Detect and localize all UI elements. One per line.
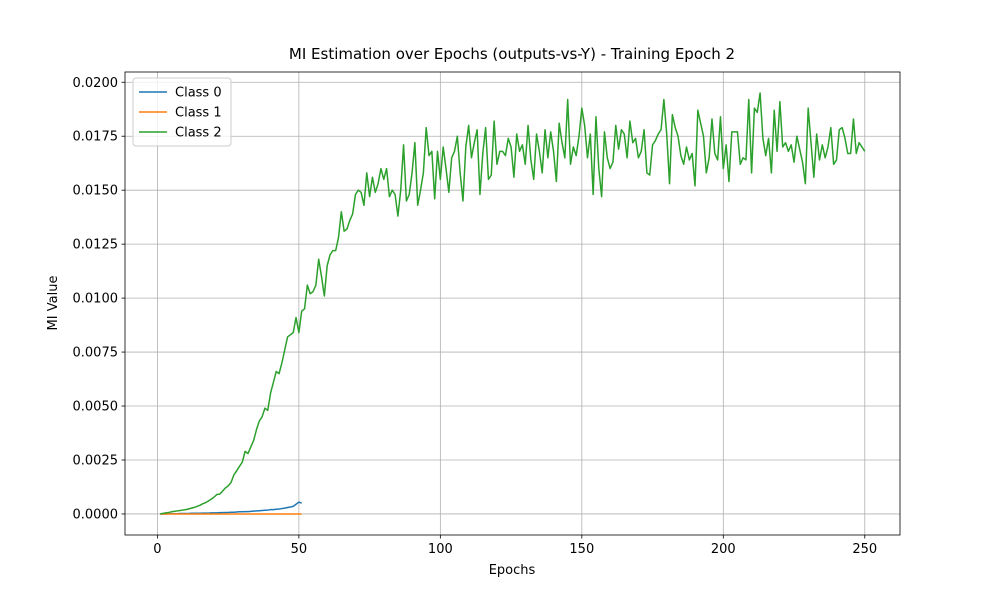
- legend-label: Class 0: [175, 86, 222, 101]
- x-tick-label: 250: [852, 542, 877, 557]
- y-tick-label: 0.0150: [73, 184, 119, 199]
- x-tick-label: 150: [569, 542, 594, 557]
- x-axis-label: Epochs: [489, 563, 536, 578]
- y-tick-label: 0.0050: [73, 400, 119, 415]
- y-tick-label: 0.0200: [73, 76, 119, 91]
- y-axis-label: MI Value: [46, 276, 61, 331]
- y-tick-label: 0.0000: [73, 507, 119, 522]
- chart-title: MI Estimation over Epochs (outputs-vs-Y)…: [289, 45, 735, 63]
- y-tick-label: 0.0100: [73, 292, 119, 307]
- x-tick-label: 50: [291, 542, 308, 557]
- y-tick-label: 0.0025: [73, 453, 119, 468]
- legend-label: Class 1: [175, 106, 222, 121]
- legend-box: [132, 77, 232, 147]
- series-line: [160, 92, 866, 515]
- legend-label: Class 2: [175, 126, 222, 141]
- plot-frame: [124, 71, 901, 536]
- y-tick-label: 0.0125: [73, 238, 119, 253]
- y-tick-label: 0.0175: [73, 130, 119, 145]
- y-tick-label: 0.0075: [73, 346, 119, 361]
- x-tick-label: 200: [711, 542, 736, 557]
- x-tick-label: 0: [153, 542, 161, 557]
- x-tick-label: 100: [428, 542, 453, 557]
